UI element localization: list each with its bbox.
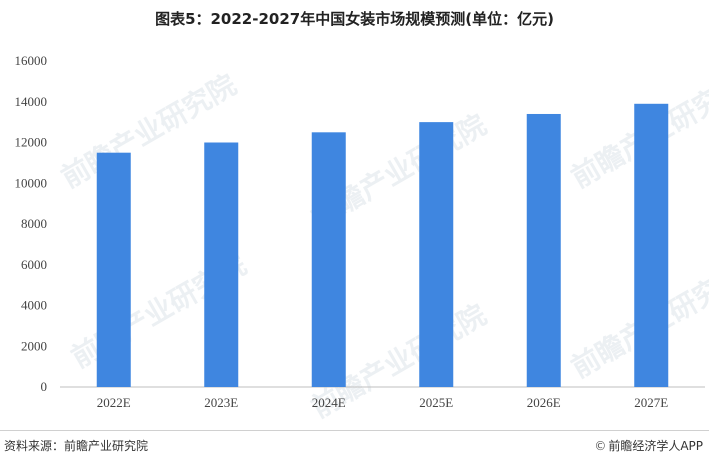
divider: [0, 430, 709, 431]
source-note: 资料来源：前瞻产业研究院: [4, 439, 149, 453]
copyright-icon: ©: [594, 439, 607, 453]
y-tick-label: 4000: [21, 298, 47, 313]
bar-2027E: [634, 103, 669, 387]
bar-2024E: [311, 132, 346, 387]
x-tick-label: 2026E: [527, 395, 561, 410]
brand-text: 前瞻经济学人APP: [608, 439, 703, 453]
x-tick-label: 2022E: [97, 395, 131, 410]
bar-2025E: [419, 122, 454, 387]
x-tick-label: 2025E: [419, 395, 453, 410]
y-tick-label: 10000: [15, 175, 48, 190]
bar-2026E: [526, 113, 561, 387]
y-tick-label: 12000: [15, 135, 48, 150]
bar-chart: 0 2000 4000 6000 8000 10000 12000 14000 16000 202…: [15, 53, 705, 410]
brand-label: © 前瞻经济学人APP: [594, 437, 703, 454]
y-tick-label: 0: [41, 379, 48, 394]
chart-title: 图表5：2022-2027年中国女装市场规模预测(单位：亿元): [155, 10, 554, 28]
x-tick-label: 2024E: [312, 395, 346, 410]
y-tick-label: 6000: [21, 257, 47, 272]
y-tick-label: 14000: [15, 94, 48, 109]
y-tick-label: 16000: [15, 53, 48, 68]
bar-2023E: [204, 142, 239, 387]
x-tick-label: 2027E: [634, 395, 668, 410]
y-tick-label: 8000: [21, 216, 47, 231]
x-tick-label: 2023E: [204, 395, 238, 410]
y-tick-label: 2000: [21, 338, 47, 353]
bar-2022E: [96, 152, 131, 387]
